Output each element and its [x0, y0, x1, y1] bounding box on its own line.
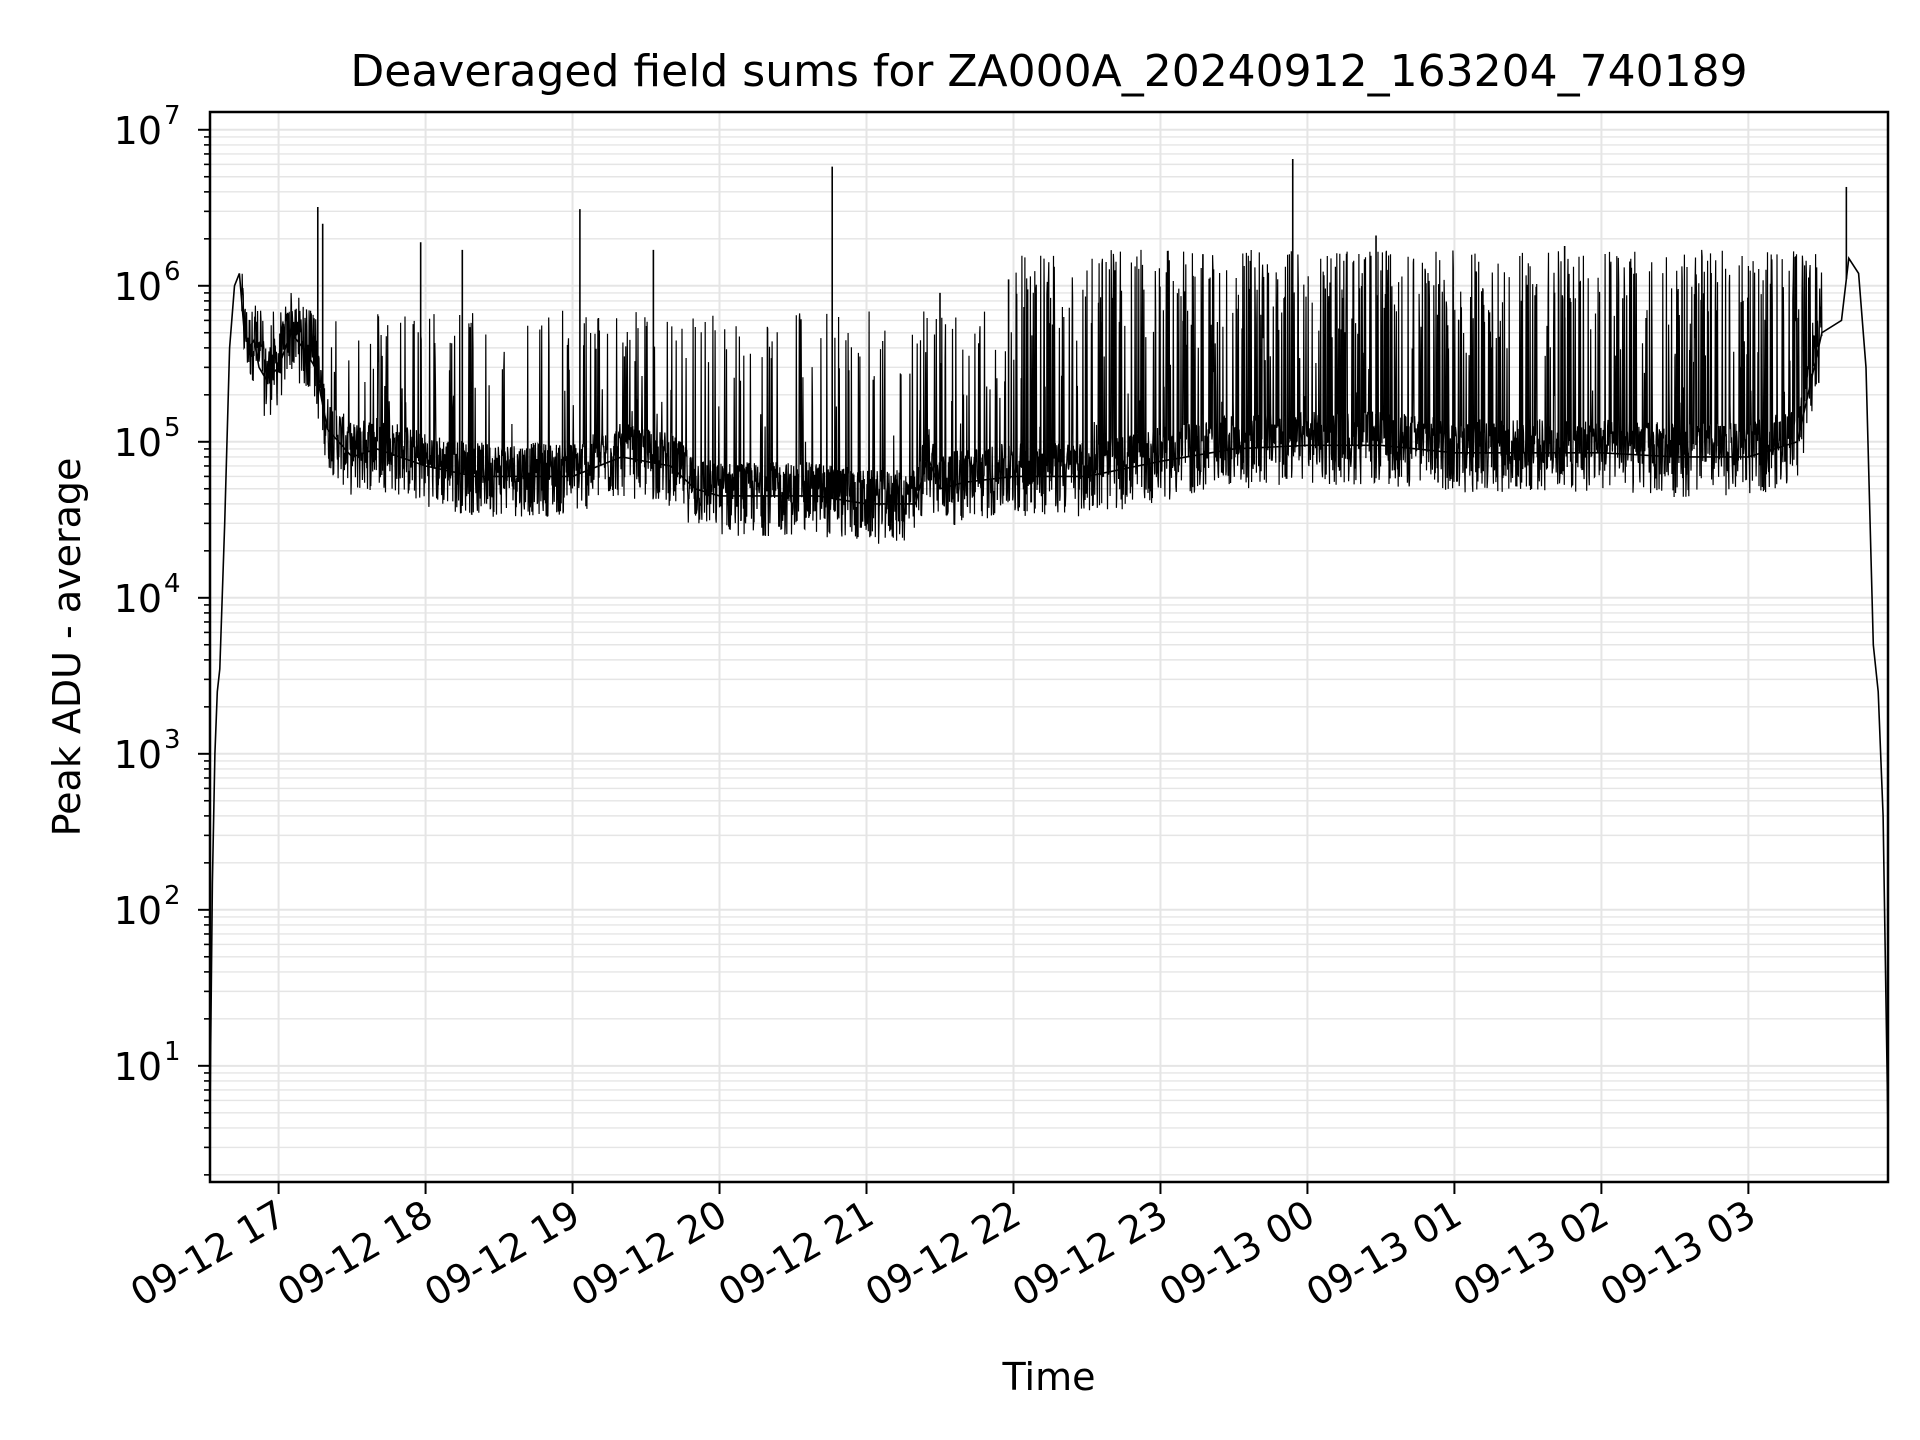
y-tick-exponent: 1: [164, 1037, 181, 1067]
y-tick-label: 10: [114, 1045, 162, 1089]
y-tick-exponent: 2: [164, 881, 181, 911]
series-layer: [209, 158, 1889, 1132]
y-tick-label: 10: [114, 577, 162, 621]
y-tick-exponent: 5: [164, 413, 181, 443]
y-tick-label: 10: [114, 109, 162, 153]
noise-band-path: [241, 249, 1823, 544]
grid: [210, 112, 1888, 1182]
y-tick-label: 10: [114, 421, 162, 465]
y-axis-label: Peak ADU - average: [45, 458, 89, 837]
plot-frame: [208, 110, 1890, 1184]
chart-title: Deaveraged field sums for ZA000A_2024091…: [350, 46, 1747, 97]
series-line: [209, 256, 1889, 1132]
y-tick-exponent: 3: [164, 725, 181, 755]
x-axis-label: Time: [1002, 1355, 1096, 1399]
y-tick-label: 10: [114, 889, 162, 933]
y-tick-label: 10: [114, 733, 162, 777]
y-tick-exponent: 7: [164, 101, 181, 131]
y-tick-label: 10: [114, 265, 162, 309]
y-tick-exponent: 4: [164, 569, 181, 599]
noise-band: [241, 249, 1823, 544]
y-tick-exponent: 6: [164, 257, 181, 287]
